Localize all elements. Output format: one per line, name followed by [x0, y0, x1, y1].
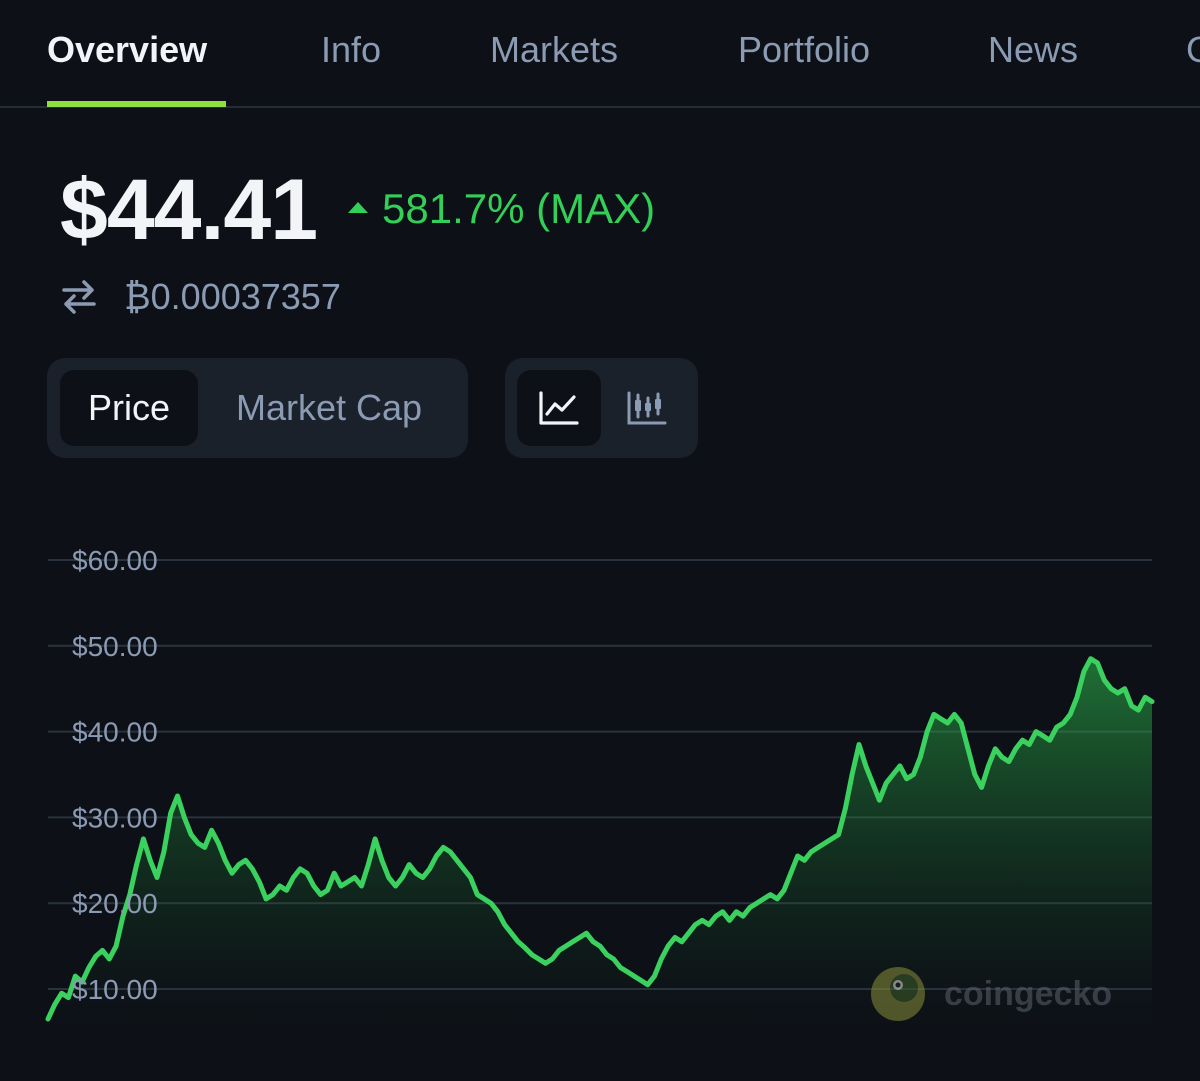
- price-line: [45, 656, 1155, 1022]
- price-change-value: 581.7% (MAX): [382, 185, 656, 232]
- y-axis-labels: $60.00 $50.00 $40.00 $30.00 $20.00 $10.00: [72, 545, 158, 1005]
- coingecko-logo-icon: [871, 967, 925, 1021]
- swap-arrows-icon[interactable]: [60, 278, 98, 316]
- active-tab-indicator: [47, 101, 226, 107]
- y-tick-label: $60.00: [72, 545, 158, 576]
- price-change: 581.7% (MAX): [348, 184, 655, 234]
- up-triangle-icon: [348, 201, 368, 213]
- price-area: [48, 658, 1152, 1040]
- tab-news[interactable]: News: [988, 29, 1079, 70]
- toggle-market-cap[interactable]: Market Cap: [235, 387, 423, 428]
- candlestick-chart-icon: [627, 391, 667, 425]
- current-price: $44.41: [60, 162, 318, 258]
- btc-price: ₿0.00037357: [124, 276, 341, 317]
- tab-markets[interactable]: Markets: [490, 29, 619, 70]
- watermark: coingecko: [871, 967, 1112, 1021]
- tab-bar: Overview Info Markets Portfolio News C: [0, 0, 1200, 108]
- line-chart-button[interactable]: [517, 370, 601, 446]
- price-chart[interactable]: $60.00 $50.00 $40.00 $30.00 $20.00 $10.00 coi…: [0, 500, 1200, 1060]
- y-tick-label: $50.00: [72, 631, 158, 662]
- line-chart-icon: [539, 391, 579, 425]
- toggle-price[interactable]: Price: [60, 370, 198, 446]
- y-tick-label: $10.00: [72, 974, 158, 1005]
- metric-toggle: Price Market Cap: [47, 358, 468, 458]
- y-tick-label: $40.00: [72, 717, 158, 748]
- tab-portfolio[interactable]: Portfolio: [738, 29, 871, 70]
- tab-more[interactable]: C: [1186, 29, 1200, 70]
- tab-info[interactable]: Info: [321, 29, 382, 70]
- watermark-text: coingecko: [944, 975, 1112, 1013]
- candlestick-chart-button[interactable]: [609, 370, 685, 446]
- y-tick-label: $20.00: [72, 888, 158, 919]
- btc-price-row: ₿0.00037357: [60, 274, 341, 320]
- tab-overview[interactable]: Overview: [47, 29, 208, 70]
- chart-view-toggle: [505, 358, 698, 458]
- y-tick-label: $30.00: [72, 802, 158, 833]
